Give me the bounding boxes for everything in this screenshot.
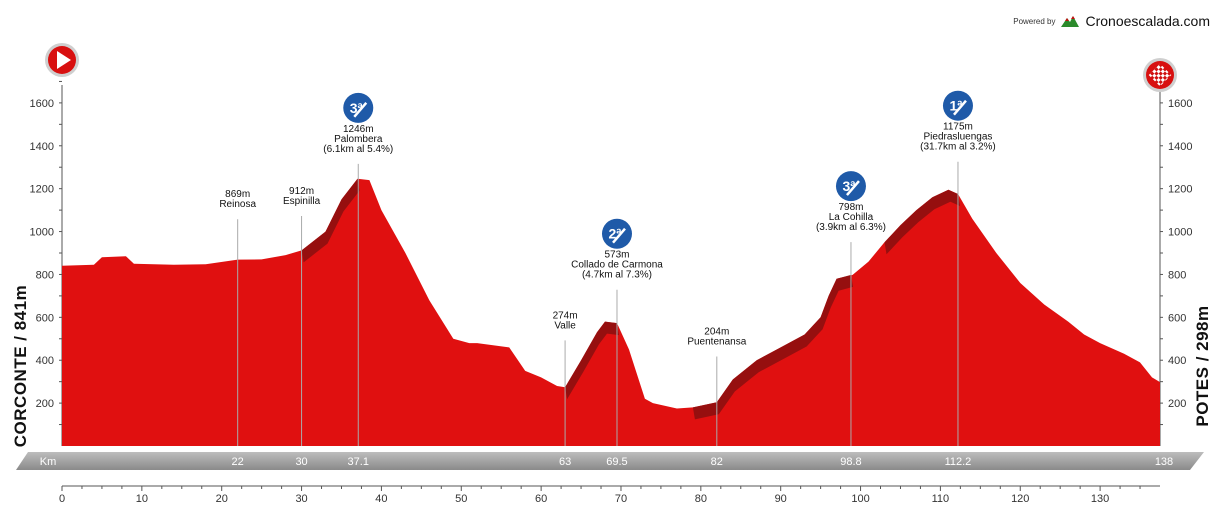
- y-tick-label-left: 800: [36, 269, 54, 281]
- powered-by-text: Powered by: [1013, 16, 1056, 26]
- climb-segment: [565, 321, 619, 400]
- annotation-label: (6.1km al 5.4%): [323, 144, 393, 155]
- annotation-label: 1246m: [343, 124, 374, 135]
- x-tick-label: 0: [59, 493, 65, 505]
- annotation-label: Reinosa: [219, 199, 256, 210]
- annotation-label: La Cohilla: [829, 212, 874, 223]
- annotation-label: 274m: [553, 310, 578, 321]
- y-tick-label-left: 1400: [30, 141, 54, 153]
- y-tick-label-right: 1400: [1168, 141, 1192, 153]
- y-tick-label-right: 1200: [1168, 184, 1192, 196]
- finish-icon-checker: [1148, 63, 1172, 87]
- x-tick-label: 30: [295, 493, 307, 505]
- badge-disc: [343, 92, 374, 123]
- x-tick-label: 80: [695, 493, 707, 505]
- km-band-label: Km: [40, 456, 57, 468]
- km-marker-label: 63: [559, 456, 571, 468]
- annotation-label: 573m: [604, 250, 629, 261]
- x-tick-label: 130: [1091, 493, 1109, 505]
- finish-side-label: POTES / 298m: [1193, 305, 1212, 426]
- badge-disc: [601, 218, 632, 249]
- km-marker-label: 112.2: [945, 456, 972, 468]
- climb-segment: [884, 189, 960, 255]
- x-tick-label: 40: [375, 493, 387, 505]
- km-marker-label: 82: [711, 456, 723, 468]
- y-tick-label-right: 800: [1168, 269, 1186, 281]
- annotation-label: Puentenansa: [687, 336, 746, 347]
- km-marker-label: 98.8: [840, 456, 861, 468]
- y-tick-label-left: 400: [36, 355, 54, 367]
- x-tick-label: 50: [455, 493, 467, 505]
- x-tick-label: 120: [1011, 493, 1029, 505]
- finish-checkered-icon: [1143, 58, 1177, 92]
- x-tick-label: 100: [851, 493, 869, 505]
- annotation-label: (31.7km al 3.2%): [920, 142, 996, 153]
- x-tick-label: 110: [932, 493, 950, 505]
- x-tick-label: 90: [775, 493, 787, 505]
- km-marker-label: 22: [232, 456, 244, 468]
- x-tick-label: 20: [216, 493, 228, 505]
- km-marker-label: 138: [1155, 456, 1173, 468]
- annotation-label: 204m: [704, 326, 729, 337]
- climb-category-badge-icon: 3ª: [341, 90, 376, 125]
- y-tick-label-right: 200: [1168, 398, 1186, 410]
- badge-arrow: [846, 180, 860, 196]
- badge-arrow: [353, 102, 368, 118]
- y-tick-label-right: 1000: [1168, 227, 1192, 239]
- climb-category-badge-icon: 1ª: [940, 88, 975, 123]
- km-marker-label: 30: [295, 456, 307, 468]
- start-play-icon: [45, 43, 79, 77]
- y-tick-label-left: 1000: [30, 227, 54, 239]
- badge-arrow: [612, 227, 626, 244]
- brand-block: Powered by Cronoescalada.com: [1013, 13, 1210, 29]
- annotation-label: 912m: [289, 186, 314, 197]
- annotation-label: Valle: [554, 320, 576, 331]
- y-tick-label-right: 600: [1168, 312, 1186, 324]
- start-icon-play: [57, 51, 71, 69]
- km-marker-label: 69.5: [606, 456, 627, 468]
- x-tick-label: 70: [615, 493, 627, 505]
- badge-disc: [942, 90, 973, 121]
- annotation-label: 869m: [225, 189, 250, 200]
- annotation-label: 1175m: [943, 122, 973, 133]
- badge-arrow: [953, 99, 967, 116]
- y-tick-label-left: 1200: [30, 184, 54, 196]
- climb-category-badge-icon: 3ª: [833, 169, 868, 204]
- y-tick-label-right: 1600: [1168, 98, 1192, 110]
- annotation-label: Palombera: [334, 134, 383, 145]
- mountain-logo-icon: [1061, 16, 1080, 27]
- annotation-label: (3.9km al 6.3%): [816, 222, 886, 233]
- badge-text: 3ª: [842, 178, 856, 194]
- y-tick-label-left: 200: [36, 398, 54, 410]
- annotation-label: Espinilla: [283, 196, 321, 207]
- brand-name[interactable]: Cronoescalada.com: [1085, 13, 1210, 29]
- y-tick-label-left: 600: [36, 312, 54, 324]
- annotation-label: (4.7km al 7.3%): [582, 270, 652, 281]
- climb-segment: [301, 178, 360, 263]
- y-tick-label-right: 400: [1168, 355, 1186, 367]
- km-band: [16, 452, 1204, 470]
- badge-text: 2ª: [609, 226, 623, 242]
- climb-category-badge-icon: 2ª: [599, 216, 634, 251]
- x-tick-label: 60: [535, 493, 547, 505]
- x-tick-label: 10: [136, 493, 148, 505]
- badge-text: 3ª: [350, 100, 364, 116]
- km-marker-label: 37.1: [348, 456, 369, 468]
- y-tick-label-left: 1600: [30, 98, 54, 110]
- annotation-label: Piedrasluengas: [923, 132, 992, 143]
- climb-segment: [692, 274, 853, 420]
- start-side-label: CORCONTE / 841m: [11, 285, 30, 447]
- badge-text: 1ª: [949, 98, 963, 114]
- annotation-label: 798m: [838, 202, 863, 213]
- badge-disc: [835, 171, 866, 202]
- annotation-label: Collado de Carmona: [571, 260, 663, 271]
